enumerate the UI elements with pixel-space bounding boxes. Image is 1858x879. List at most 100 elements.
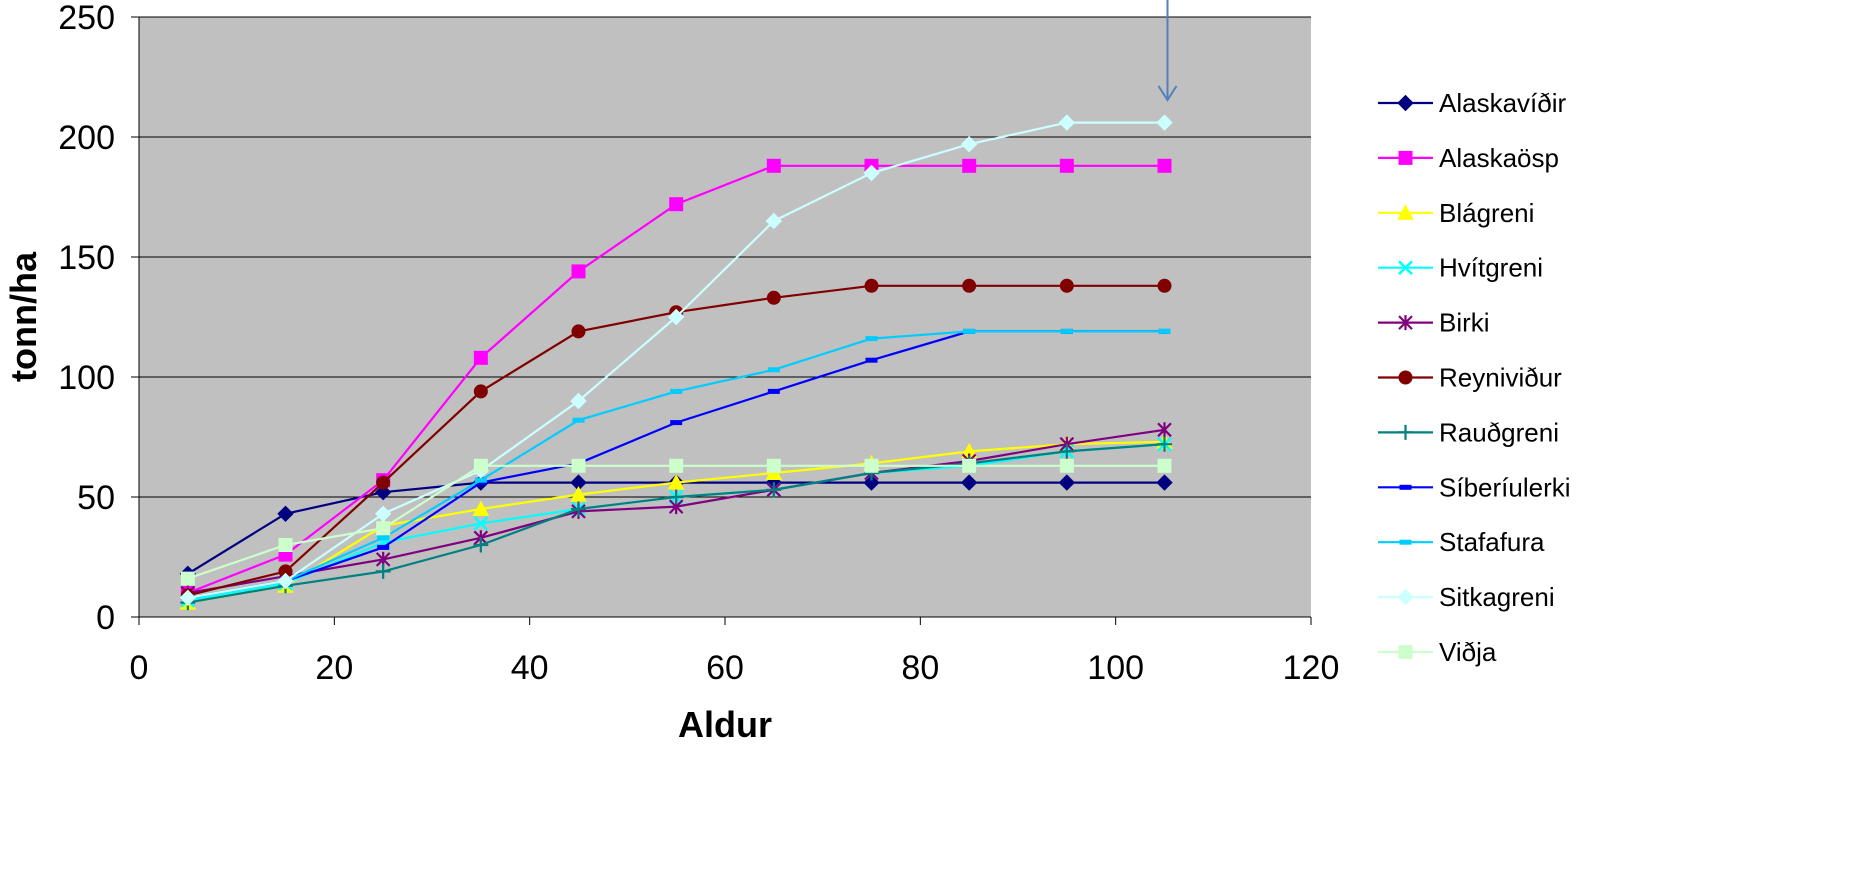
data-point <box>376 475 391 490</box>
legend-item: Rauðgreni <box>1378 417 1559 447</box>
legend-marker <box>1398 315 1413 331</box>
data-point <box>865 336 878 342</box>
data-point <box>473 384 488 399</box>
legend-item: Birki <box>1378 308 1490 338</box>
plot-area <box>139 17 1311 617</box>
data-point <box>472 500 490 516</box>
data-point <box>277 505 294 523</box>
y-axis-ticks: 0 50 100 150 200 250 <box>58 0 139 637</box>
x-axis-ticks: 0 20 40 60 80 100 120 <box>130 617 1340 687</box>
legend-label: Stafafura <box>1439 527 1545 557</box>
data-point <box>376 521 391 536</box>
legend-marker <box>1399 484 1412 490</box>
series-10 <box>179 114 1173 607</box>
data-point <box>1058 114 1076 131</box>
y-tick-label: 50 <box>77 479 115 517</box>
legend-marker <box>1398 424 1413 440</box>
data-point <box>864 458 879 473</box>
x-tick-label: 100 <box>1087 649 1144 687</box>
data-point <box>670 420 683 426</box>
data-point <box>278 538 293 552</box>
y-axis-title: tonn/ha <box>3 251 44 382</box>
legend-marker <box>1397 588 1414 606</box>
legend-label: Hvítgreni <box>1439 253 1543 283</box>
data-point <box>180 571 195 586</box>
data-point <box>1060 328 1073 334</box>
data-point <box>1156 114 1173 131</box>
legend-item: Alaskavíðir <box>1378 88 1566 118</box>
legend-label: Blágreni <box>1439 198 1534 228</box>
y-tick-label: 200 <box>58 119 115 157</box>
legend-marker <box>1399 539 1412 545</box>
data-point <box>766 482 782 498</box>
legend-item: Stafafura <box>1378 527 1545 557</box>
data-point <box>667 474 685 490</box>
legend-label: Síberíulerki <box>1439 472 1571 502</box>
data-point <box>375 563 391 579</box>
data-point <box>473 516 489 531</box>
x-tick-label: 120 <box>1283 649 1340 687</box>
data-point <box>571 324 586 339</box>
gridlines <box>139 16 1311 498</box>
data-point <box>670 388 683 394</box>
x-tick-label: 40 <box>511 649 549 687</box>
data-point <box>1059 443 1075 459</box>
data-point <box>1157 458 1172 473</box>
y-tick-label: 0 <box>96 599 115 637</box>
data-point <box>865 357 878 363</box>
data-point <box>1157 158 1172 173</box>
data-point <box>669 197 684 212</box>
data-point <box>668 489 684 505</box>
legend-item: Viðja <box>1378 637 1497 667</box>
data-point <box>765 212 783 230</box>
legend-item: Hvítgreni <box>1378 253 1543 283</box>
data-point <box>766 458 781 473</box>
legend: Alaskavíðir Alaskaösp Blágreni Hvítgreni Bir… <box>1378 88 1571 667</box>
legend-marker <box>1398 260 1413 276</box>
data-point <box>1156 474 1173 491</box>
data-point <box>767 367 780 373</box>
x-tick-label: 80 <box>901 649 939 687</box>
data-point <box>571 501 586 517</box>
legend-item: Sitkagreni <box>1378 582 1555 612</box>
legend-item: Reyniviður <box>1378 363 1562 393</box>
data-point <box>766 290 781 305</box>
data-point <box>863 164 880 182</box>
legend-label: Alaskaösp <box>1439 143 1559 173</box>
y-tick-label: 100 <box>58 359 115 397</box>
data-point <box>863 474 880 491</box>
data-point <box>766 158 781 173</box>
data-point <box>473 458 488 473</box>
legend-label: Rauðgreni <box>1439 417 1559 447</box>
y-tick-label: 250 <box>58 0 115 37</box>
x-tick-label: 20 <box>315 649 353 687</box>
data-point <box>1158 328 1171 334</box>
data-point <box>277 572 294 590</box>
data-point <box>1157 278 1172 293</box>
legend-label: Sitkagreni <box>1439 582 1555 612</box>
data-point <box>960 135 978 153</box>
legend-label: Alaskavíðir <box>1439 88 1566 118</box>
data-point <box>572 417 585 423</box>
data-point <box>962 278 977 293</box>
data-point <box>1059 458 1074 473</box>
data-point <box>963 328 976 334</box>
data-point <box>667 308 685 326</box>
x-axis-title: Aldur <box>678 704 772 745</box>
data-point <box>377 535 390 541</box>
data-point <box>377 544 390 550</box>
legend-label: Reyniviður <box>1439 363 1562 393</box>
legend-item: Blágreni <box>1378 198 1534 228</box>
data-point <box>962 158 977 173</box>
legend-marker <box>1398 370 1413 385</box>
legend-label: Viðja <box>1439 637 1497 667</box>
data-point <box>473 350 488 365</box>
data-point <box>960 474 978 491</box>
data-point <box>1157 422 1172 438</box>
data-point <box>571 458 586 473</box>
legend-marker <box>1398 645 1413 659</box>
legend-label: Birki <box>1439 308 1490 338</box>
arrow-head <box>1157 85 1178 102</box>
data-point <box>864 278 879 293</box>
